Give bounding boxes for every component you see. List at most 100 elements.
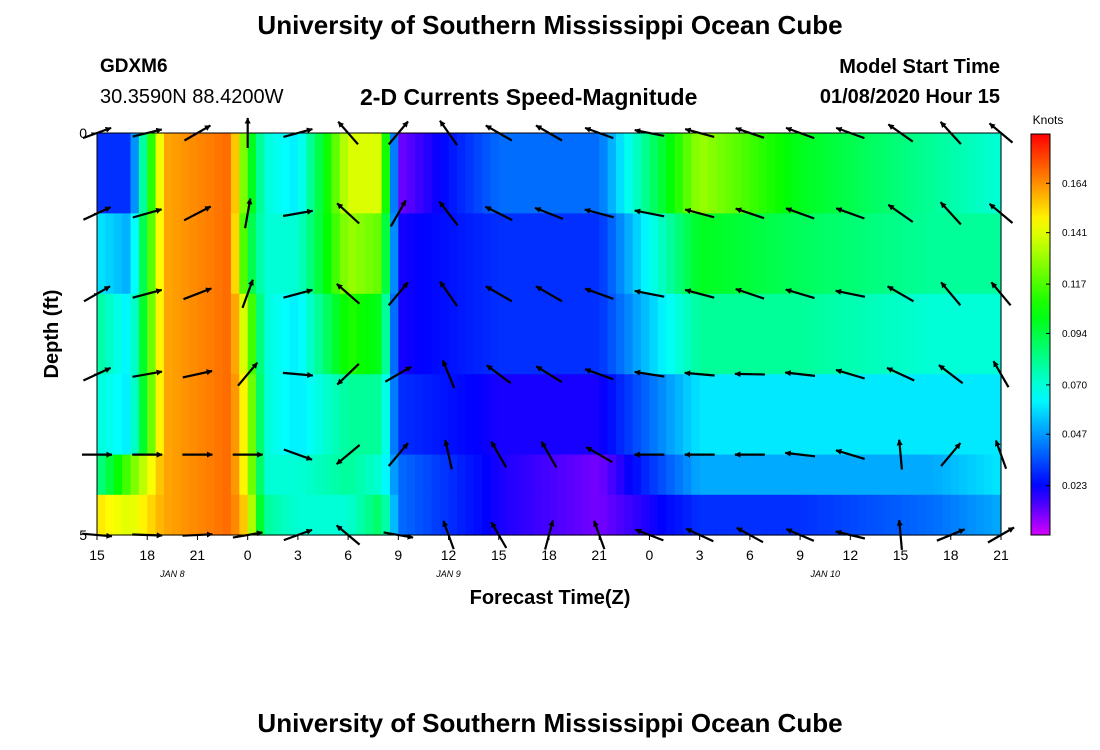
heatmap-cell: [532, 454, 542, 496]
heatmap-cell: [574, 293, 584, 375]
heatmap-cell: [875, 213, 885, 295]
heatmap-cell: [189, 213, 199, 295]
current-vector-arrow: [182, 369, 213, 379]
heatmap-cell: [456, 454, 466, 496]
heatmap-cell: [624, 213, 634, 295]
heatmap-cell: [867, 133, 877, 214]
x-tick-label: 18: [943, 547, 959, 563]
heatmap-cell: [649, 133, 659, 214]
heatmap-cell: [423, 133, 433, 214]
heatmap-cell: [992, 293, 1002, 375]
heatmap-cell: [540, 454, 550, 496]
heatmap-cell: [540, 374, 550, 456]
heatmap-cell: [373, 494, 383, 536]
heatmap-cell: [247, 494, 257, 536]
heatmap-cell: [590, 133, 600, 214]
heatmap-cell: [934, 374, 944, 456]
heatmap-cell: [858, 374, 868, 456]
colorbar-tick-label: 0.047: [1062, 430, 1087, 441]
heatmap-cell: [448, 293, 458, 375]
heatmap-cell: [373, 213, 383, 295]
heatmap-cell: [147, 374, 157, 456]
heatmap-cell: [406, 494, 416, 536]
x-tick-label: 15: [893, 547, 909, 563]
heatmap-cell: [900, 494, 910, 536]
heatmap-cell: [448, 133, 458, 214]
heatmap-cell: [992, 133, 1002, 214]
heatmap-cell: [992, 213, 1002, 295]
heatmap-cell: [741, 213, 751, 295]
heatmap-cell: [967, 133, 977, 214]
heatmap-cell: [113, 133, 123, 214]
heatmap-cell: [615, 133, 625, 214]
heatmap-cell: [975, 374, 985, 456]
heatmap-cell: [699, 374, 709, 456]
heatmap-cell: [984, 213, 994, 295]
heatmap-cell: [448, 213, 458, 295]
heatmap-cell: [281, 133, 291, 214]
heatmap-cell: [875, 133, 885, 214]
heatmap-cell: [925, 213, 935, 295]
heatmap-cell: [180, 494, 190, 536]
heatmap-cell: [381, 293, 391, 375]
heatmap-cell: [532, 213, 542, 295]
heatmap-cell: [323, 293, 332, 375]
heatmap-cell: [841, 293, 851, 375]
heatmap-cell: [272, 454, 282, 496]
heatmap-cell: [256, 133, 266, 214]
heatmap-cell: [189, 374, 199, 456]
heatmap-cell: [465, 133, 475, 214]
heatmap-cell: [323, 374, 332, 456]
heatmap-cell: [850, 374, 860, 456]
heatmap-cell: [214, 374, 224, 456]
heatmap-cell: [549, 213, 558, 295]
heatmap-cell: [540, 213, 550, 295]
colorbar-tick-label: 0.117: [1062, 280, 1087, 291]
heatmap-cell: [297, 213, 307, 295]
heatmap-cell: [565, 374, 575, 456]
heatmap-cell: [708, 494, 718, 536]
heatmap-cell: [992, 494, 1002, 536]
heatmap-cell: [574, 213, 584, 295]
heatmap-cell: [682, 133, 692, 214]
colorbar-gradient: [1030, 133, 1051, 536]
heatmap-cell: [565, 494, 575, 536]
heatmap-cell: [515, 454, 525, 496]
heatmap-cell: [281, 454, 291, 496]
heatmap-cell: [808, 293, 818, 375]
heatmap-cell: [389, 213, 399, 295]
heatmap-cell: [205, 293, 215, 375]
heatmap-cell: [440, 213, 450, 295]
current-vector-arrow: [734, 371, 765, 378]
current-vector-arrow: [835, 288, 866, 298]
current-vector-arrow: [439, 280, 459, 307]
heatmap-cell: [364, 454, 374, 496]
heatmap-cell: [172, 293, 182, 375]
heatmap-cell: [582, 454, 592, 496]
heatmap-cell: [549, 454, 558, 496]
heatmap-cell: [431, 454, 441, 496]
heatmap-cell: [565, 213, 575, 295]
heatmap-cell: [733, 454, 743, 496]
heatmap-cell: [975, 133, 985, 214]
heatmap-cell: [858, 213, 868, 295]
heatmap-cell: [180, 454, 190, 496]
heatmap-cell: [490, 374, 500, 456]
heatmap-cell: [473, 293, 483, 375]
heatmap-cell: [716, 374, 726, 456]
colorbar-tick-label: 0.094: [1062, 329, 1087, 340]
heatmap-cell: [959, 213, 969, 295]
heatmap-cell: [657, 213, 667, 295]
heatmap-cell: [348, 494, 358, 536]
heatmap-cell: [582, 213, 592, 295]
heatmap-cell: [599, 293, 609, 375]
x-tick-label: 9: [796, 547, 804, 563]
heatmap-cell: [389, 454, 399, 496]
heatmap-cell: [867, 454, 877, 496]
x-tick-label: 15: [491, 547, 507, 563]
heatmap-cell: [808, 494, 818, 536]
heatmap-cell: [415, 213, 425, 295]
heatmap-cell: [289, 454, 299, 496]
heatmap-cell: [908, 494, 918, 536]
heatmap-cell: [691, 293, 701, 375]
